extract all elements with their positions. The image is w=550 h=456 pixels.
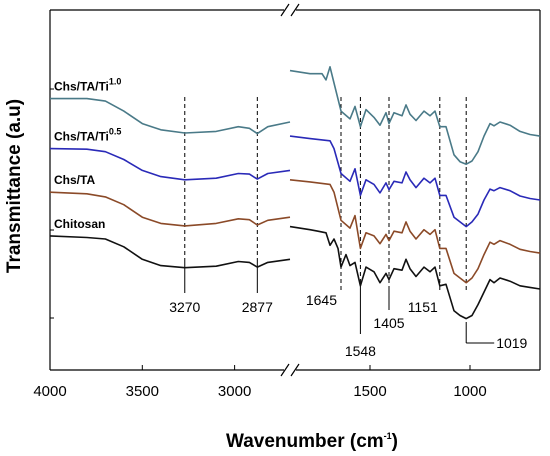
- peak-label: 3270: [169, 299, 200, 315]
- series-line: [289, 179, 541, 284]
- series-label-text: Chs/TA/Ti: [54, 80, 109, 94]
- series-lines: [49, 66, 541, 320]
- series-line: [49, 147, 291, 181]
- peak-label: 1405: [373, 315, 404, 331]
- series-line: [289, 66, 541, 165]
- axis-break-mark: [290, 3, 300, 17]
- axis-break-mark: [280, 363, 290, 377]
- peak-label: 1151: [408, 299, 438, 315]
- series-line: [49, 235, 291, 269]
- series-label: Chs/TA/Ti1.0: [54, 77, 121, 94]
- x-tick-label: 3000: [218, 383, 251, 400]
- series-label: Chs/TA: [54, 173, 95, 187]
- series-label-sup: 1.0: [109, 77, 122, 87]
- peak-label: 1645: [306, 292, 337, 308]
- peak-reference-lines: [184, 97, 467, 343]
- x-tick-label: 1000: [453, 383, 486, 400]
- series-line: [50, 97, 291, 135]
- series-label-text: Chs/TA/Ti: [54, 130, 109, 144]
- peak-label: 1548: [345, 343, 376, 359]
- y-axis-title: Transmittance (a.u): [4, 99, 25, 273]
- axes: 4000 3500 3000 1500 1000: [33, 3, 541, 400]
- axis-break-mark: [280, 3, 290, 17]
- series-label-text: Chitosan: [54, 217, 105, 231]
- x-axis-title-sup: -1: [384, 431, 392, 441]
- axis-break-mark: [290, 363, 300, 377]
- x-axis-title: Wavenumber (cm-1): [226, 431, 398, 452]
- x-tick-label: 3500: [126, 383, 159, 400]
- series-label: Chs/TA/Ti0.5: [54, 127, 121, 144]
- peak-label: 2877: [242, 299, 273, 315]
- series-label-text: Chs/TA: [54, 173, 95, 187]
- x-tick-label: 4000: [33, 383, 66, 400]
- peak-label: 1019: [496, 335, 527, 351]
- series-label: Chitosan: [54, 217, 105, 231]
- series-line: [289, 135, 541, 228]
- x-tick-label: 1500: [353, 383, 386, 400]
- series-label-sup: 0.5: [109, 127, 122, 137]
- x-axis-title-end: ): [392, 431, 398, 452]
- series-line: [289, 225, 541, 320]
- x-axis-title-text: Wavenumber (cm: [226, 431, 384, 452]
- series-line: [49, 191, 291, 227]
